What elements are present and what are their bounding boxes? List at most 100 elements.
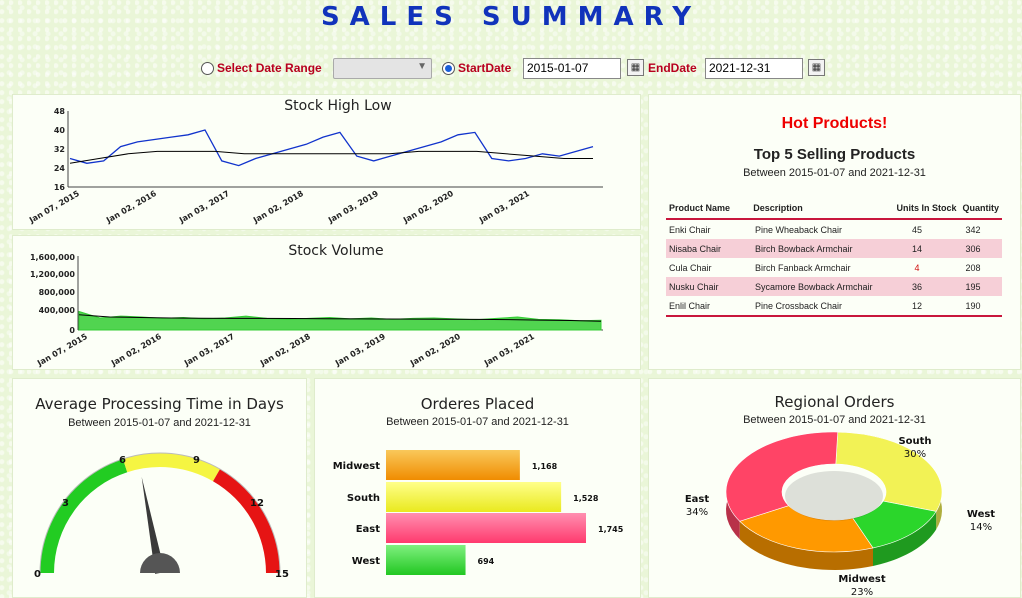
units-in-stock: 45 (911, 224, 922, 235)
enddate-input[interactable] (705, 58, 803, 79)
gauge-tick-label: 9 (193, 455, 200, 466)
product-name: Enki Chair (669, 224, 711, 235)
product-name: Nisaba Chair (666, 239, 752, 258)
chevron-down-icon: ▼ (417, 61, 427, 72)
gauge-band (213, 469, 280, 573)
slice-value-label: 34% (686, 507, 708, 518)
units-in-stock: 4 (914, 262, 920, 273)
orders-placed-panel: Orderes Placed Between 2015-01-07 and 20… (314, 378, 641, 598)
gauge-title: Average Processing Time in Days (35, 395, 284, 413)
startdate-input[interactable] (523, 58, 621, 79)
processing-time-panel: Average Processing Time in Days Between … (12, 378, 307, 598)
x-tick-label: Jan 02, 2016 (104, 189, 158, 226)
slice-value-label: 14% (970, 522, 992, 533)
category-label: South (347, 493, 380, 504)
calendar-icon[interactable]: ▦ (627, 59, 644, 76)
column-header: Description (753, 203, 803, 213)
hot-products-heading: Hot Products! (781, 115, 888, 132)
table-divider (666, 218, 1002, 220)
top-products-title: Top 5 Selling Products (753, 146, 916, 163)
date-filter-bar: Select Date Range ▼ StartDate ▦ EndDate … (0, 58, 1022, 80)
enddate-label: EndDate (648, 61, 697, 75)
x-tick-label: Jan 03, 2017 (177, 189, 231, 225)
table-row: Nusku Chair Sycamore Bowback Armchair 36… (666, 277, 1002, 296)
gauge-hub (140, 553, 180, 573)
regional-title: Regional Orders (774, 393, 895, 411)
product-description: Birch Fanback Armchair (755, 262, 851, 273)
quantity: 342 (965, 224, 981, 235)
y-tick-label: 0 (69, 326, 75, 335)
y-tick-label: 400,000 (39, 306, 76, 315)
x-tick-label: Jan 02, 2016 (109, 332, 163, 369)
orders-bar-chart: Midwest 1,168 South 1,528 East 1,745 West 694 (333, 450, 624, 575)
category-label: West (352, 556, 380, 567)
slice-label: South (898, 436, 931, 447)
gauge-band (40, 458, 128, 573)
value-label: 1,745 (598, 525, 624, 534)
y-tick-label: 24 (54, 164, 66, 173)
value-label: 1,528 (573, 494, 599, 503)
stock-high-low-panel: Stock High Low 48 40 32 24 16 Jan 07, 20… (12, 94, 641, 230)
product-description: Pine Wheaback Chair (755, 224, 843, 235)
y-tick-label: 48 (54, 107, 66, 116)
x-tick-label: Jan 03, 2019 (326, 189, 380, 226)
volume-trend-line (78, 314, 602, 322)
gauge-outline (39, 452, 281, 574)
gauge-band (122, 453, 220, 482)
orders-subtitle: Between 2015-01-07 and 2021-12-31 (386, 416, 569, 428)
gauge-tick-label: 12 (250, 498, 264, 509)
range-label: Select Date Range (217, 61, 322, 75)
page-title: SALES SUMMARY (320, 2, 702, 32)
gauge-subtitle: Between 2015-01-07 and 2021-12-31 (68, 417, 251, 429)
date-range-select[interactable]: ▼ (333, 58, 432, 79)
stock-volume-panel: Stock Volume 1,600,000 1,200,000 800,000… (12, 235, 641, 370)
column-header: Product Name (669, 203, 731, 213)
table-row: Nisaba Chair Birch Bowback Armchair 14 3… (666, 239, 1002, 258)
table-header-row: Product Name Description Units In Stock … (666, 199, 1002, 218)
trend-line (69, 150, 593, 164)
y-tick-label: 800,000 (39, 288, 76, 297)
y-tick-label: 32 (54, 145, 65, 154)
x-tick-label: Jan 03, 2017 (182, 332, 236, 368)
range-radio[interactable] (201, 62, 214, 75)
products-table: Product Name Description Units In Stock … (666, 199, 1002, 317)
chart-title: Stock High Low (284, 98, 391, 114)
slice-south (835, 431, 943, 512)
units-in-stock: 12 (911, 300, 922, 311)
gauge-tick-label: 0 (34, 569, 41, 580)
gauge-needle (141, 476, 165, 574)
regional-orders-panel: Regional Orders Between 2015-01-07 and 2… (648, 378, 1021, 598)
table-row: Enlil Chair Pine Crossback Chair 12 190 (666, 296, 1002, 315)
hot-products-panel: Hot Products! Top 5 Selling Products Bet… (648, 94, 1021, 370)
startdate-radio[interactable] (442, 62, 455, 75)
slice-midwest (739, 505, 874, 553)
product-name: Cula Chair (669, 262, 712, 273)
stock-high-low-chart: Stock High Low 48 40 32 24 16 Jan 07, 20… (27, 98, 603, 226)
slice-value-label: 30% (904, 449, 926, 460)
processing-time-gauge: 0 3 6 9 12 15 (34, 452, 289, 580)
x-tick-label: Jan 03, 2019 (333, 332, 387, 369)
calendar-icon[interactable]: ▦ (808, 59, 825, 76)
table-row: Cula Chair Birch Fanback Armchair 4 208 (666, 258, 1002, 277)
column-header: Quantity (962, 203, 999, 213)
x-tick-label: Jan 02, 2018 (258, 332, 312, 369)
bar-south (386, 482, 562, 512)
value-label: 1,168 (532, 462, 558, 471)
category-label: East (356, 524, 381, 535)
high-low-series (69, 129, 594, 167)
table-row: Enki Chair Pine Wheaback Chair 45 342 (666, 220, 1002, 239)
product-name: Enlil Chair (669, 300, 711, 311)
y-tick-label: 40 (54, 126, 66, 135)
regional-subtitle: Between 2015-01-07 and 2021-12-31 (743, 414, 926, 426)
product-description: Birch Bowback Armchair (752, 239, 890, 258)
slice-side-midwest (739, 521, 873, 570)
table-divider (666, 315, 1002, 317)
x-tick-label: Jan 07, 2015 (35, 332, 89, 369)
quantity: 306 (944, 239, 1002, 258)
donut-hole (785, 471, 883, 521)
y-tick-label: 1,200,000 (30, 270, 75, 279)
slice-east (725, 431, 839, 522)
top-products-subtitle: Between 2015-01-07 and 2021-12-31 (743, 167, 926, 179)
slice-value-label: 23% (851, 587, 873, 597)
category-label: Midwest (333, 461, 381, 472)
